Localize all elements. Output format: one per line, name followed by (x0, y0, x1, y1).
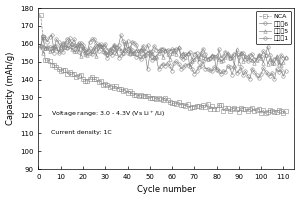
实施例5 (94, 55, 98, 57)
NCA (277, 109, 281, 111)
NCA (182, 103, 185, 106)
NCA (152, 96, 156, 99)
实施例5 (279, 64, 283, 66)
实施例5 (132, 51, 136, 54)
实施例6 (132, 52, 136, 55)
实施例5 (284, 56, 287, 58)
实施例1 (279, 54, 283, 56)
Text: Voltage range: 3.0 - 4.3V (Vs Li$^+$/Li): Voltage range: 3.0 - 4.3V (Vs Li$^+$/Li) (51, 109, 166, 119)
实施例1 (132, 42, 136, 44)
实施例5 (154, 55, 158, 57)
实施例6 (284, 70, 287, 72)
实施例5 (188, 65, 192, 67)
实施例5 (184, 55, 187, 58)
实施例6 (154, 57, 158, 59)
NCA (94, 78, 98, 81)
Y-axis label: Capacity (mAh/g): Capacity (mAh/g) (6, 52, 15, 125)
实施例1 (50, 34, 54, 36)
Line: 实施例1: 实施例1 (39, 33, 287, 71)
实施例1 (39, 46, 43, 48)
NCA (264, 112, 267, 115)
NCA (101, 83, 105, 86)
实施例1 (284, 57, 287, 59)
实施例1 (184, 53, 187, 55)
NCA (284, 110, 287, 113)
实施例5 (101, 50, 105, 52)
Line: 实施例5: 实施例5 (39, 41, 287, 68)
NCA (130, 92, 134, 94)
实施例5 (39, 44, 43, 46)
实施例1 (97, 45, 101, 47)
实施例6 (279, 68, 283, 71)
Legend: NCA, 实施例6, 实施例5, 实施例1: NCA, 实施例6, 实施例5, 实施例1 (256, 11, 291, 44)
实施例6 (97, 50, 101, 52)
实施例1 (103, 43, 107, 45)
X-axis label: Cycle number: Cycle number (137, 185, 196, 194)
Text: Current density: 1C: Current density: 1C (51, 130, 112, 135)
实施例6 (184, 64, 187, 66)
实施例1 (154, 49, 158, 51)
实施例6 (39, 44, 43, 47)
实施例5 (124, 41, 127, 44)
NCA (39, 14, 43, 16)
Line: 实施例6: 实施例6 (39, 34, 287, 81)
实施例1 (215, 68, 218, 71)
实施例6 (41, 35, 45, 37)
Line: NCA: NCA (39, 13, 287, 115)
实施例6 (273, 78, 276, 80)
实施例6 (103, 52, 107, 55)
